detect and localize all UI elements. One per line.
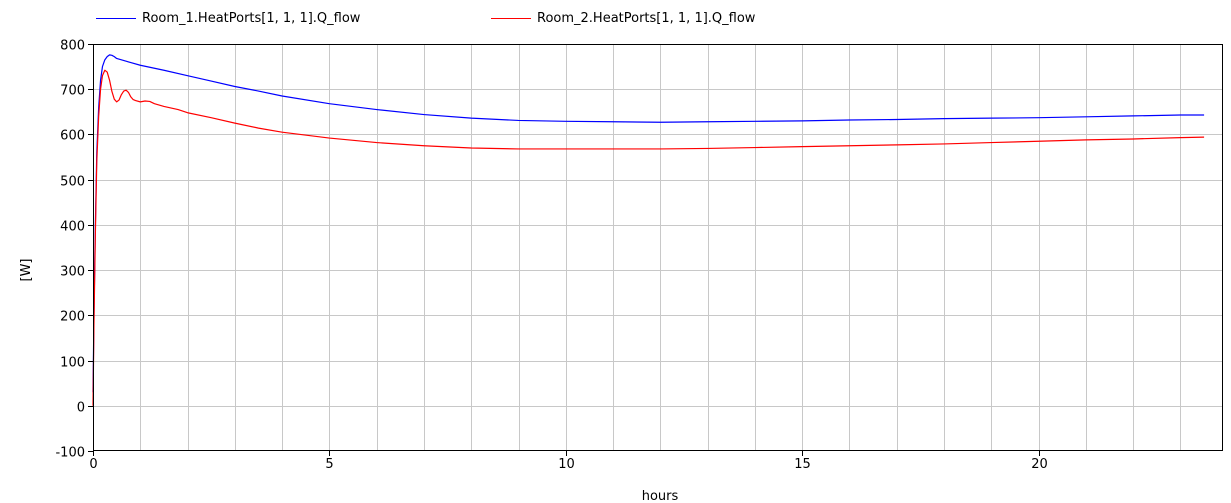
legend-label-room-2: Room_2.HeatPorts[1, 1, 1].Q_flow bbox=[537, 10, 756, 26]
y-tick-label: 700 bbox=[60, 84, 85, 99]
y-tick-label: -100 bbox=[55, 446, 85, 461]
series-line-1 bbox=[92, 54, 1205, 393]
x-tick-label: 10 bbox=[558, 457, 575, 472]
y-tick-label: 600 bbox=[60, 129, 85, 144]
legend-label-room-1: Room_1.HeatPorts[1, 1, 1].Q_flow bbox=[142, 10, 361, 26]
x-axis-label: hours bbox=[642, 489, 679, 503]
y-tick-label: 800 bbox=[60, 39, 85, 54]
x-tick-label: 5 bbox=[325, 457, 333, 472]
plot-frame bbox=[93, 44, 1223, 451]
y-tick-label: 400 bbox=[60, 220, 85, 235]
series-layer bbox=[92, 54, 1205, 406]
x-tick-label: 15 bbox=[794, 457, 811, 472]
tick-labels: -100 0 100 200 300 400 500 600 700 800 0 5 10 15 20 bbox=[55, 39, 1047, 473]
legend-item-room-1[interactable]: Room_1.HeatPorts[1, 1, 1].Q_flow bbox=[96, 9, 360, 27]
y-tick-label: 300 bbox=[60, 265, 85, 280]
grid bbox=[93, 44, 1223, 451]
x-tick-label: 20 bbox=[1031, 457, 1048, 472]
y-axis-label: [W] bbox=[19, 259, 34, 282]
y-tick-label: 0 bbox=[77, 401, 85, 416]
legend-swatch-room-1 bbox=[96, 17, 136, 19]
y-tick-label: 100 bbox=[60, 356, 85, 371]
legend: Room_1.HeatPorts[1, 1, 1].Q_flow Room_2.… bbox=[0, 0, 1231, 36]
y-tick-label: 500 bbox=[60, 175, 85, 190]
axes bbox=[88, 44, 1223, 456]
legend-item-room-2[interactable]: Room_2.HeatPorts[1, 1, 1].Q_flow bbox=[491, 9, 755, 27]
series-line-2 bbox=[92, 69, 1205, 406]
x-tick-label: 0 bbox=[89, 457, 97, 472]
legend-swatch-room-2 bbox=[491, 17, 531, 19]
y-tick-label: 200 bbox=[60, 310, 85, 325]
